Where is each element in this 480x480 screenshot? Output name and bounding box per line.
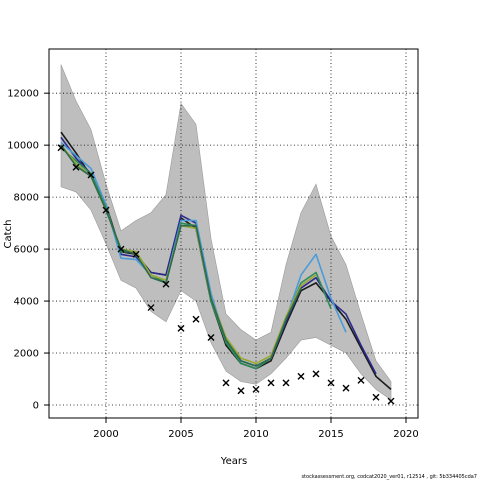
series-lines	[60, 131, 392, 391]
y-axis: 0 2000 4000 6000 8000 10000 12000	[7, 89, 49, 412]
x-axis: 2000 2005 2010 2015 2020	[93, 418, 419, 440]
plot-frame	[48, 48, 419, 419]
y-tick-label-0: 0	[33, 401, 39, 412]
x-tick-label-4: 2020	[393, 429, 418, 440]
observed-point-7	[162, 280, 170, 288]
observed-stroke-b	[177, 324, 185, 332]
observed-point-3	[102, 206, 110, 214]
x-tick-label-2: 2010	[243, 429, 268, 440]
observed-stroke-b	[162, 280, 170, 288]
y-tick-label-1: 2000	[14, 349, 39, 360]
observed-stroke-b	[297, 372, 305, 380]
observed-point-18	[327, 379, 335, 387]
x-tick-label-1: 2005	[168, 429, 193, 440]
observed-stroke-b	[387, 397, 395, 405]
observed-point-20	[357, 376, 365, 384]
observed-stroke-b	[312, 370, 320, 378]
observed-point-9	[192, 315, 200, 323]
observed-stroke-b	[207, 333, 215, 341]
observed-point-8	[177, 324, 185, 332]
observed-point-11	[222, 379, 230, 387]
footer-text: stockassessment.org, codcat2020_ver01, r…	[301, 474, 477, 480]
observed-stroke-b	[117, 245, 125, 253]
observed-point-5	[132, 250, 140, 258]
observed-point-19	[342, 384, 350, 392]
y-tick-label-6: 12000	[7, 89, 39, 100]
y-tick-label-3: 6000	[14, 245, 39, 256]
observed-point-4	[117, 245, 125, 253]
observed-point-22	[387, 397, 395, 405]
observed-stroke-b	[372, 393, 380, 401]
observed-stroke-b	[267, 379, 275, 387]
x-tick-label-0: 2000	[93, 429, 118, 440]
observed-point-13	[252, 385, 260, 393]
observed-point-0	[57, 144, 65, 152]
series-line-5	[60, 144, 302, 367]
y-tick-label-4: 8000	[14, 193, 39, 204]
observed-stroke-b	[327, 379, 335, 387]
observed-point-14	[267, 379, 275, 387]
observed-stroke-b	[192, 315, 200, 323]
observed-stroke-b	[252, 385, 260, 393]
observed-stroke-b	[357, 376, 365, 384]
y-tick-label-2: 4000	[14, 297, 39, 308]
observed-point-17	[312, 370, 320, 378]
observed-point-16	[297, 372, 305, 380]
observed-point-21	[372, 393, 380, 401]
observed-point-15	[282, 379, 290, 387]
observed-stroke-b	[72, 163, 80, 171]
observed-stroke-b	[102, 206, 110, 214]
observed-points	[57, 144, 395, 405]
band-polygon	[60, 64, 392, 401]
observed-stroke-b	[57, 144, 65, 152]
observed-stroke-b	[342, 384, 350, 392]
x-axis-label: Years	[220, 456, 247, 467]
x-tick-label-3: 2015	[318, 429, 343, 440]
observed-stroke-b	[132, 250, 140, 258]
observed-point-2	[87, 171, 95, 179]
observed-stroke-b	[222, 379, 230, 387]
observed-point-10	[207, 333, 215, 341]
observed-stroke-b	[237, 387, 245, 395]
confidence-band	[60, 64, 392, 401]
observed-stroke-b	[147, 304, 155, 312]
y-axis-label: Catch	[3, 220, 14, 249]
observed-point-12	[237, 387, 245, 395]
observed-point-1	[72, 163, 80, 171]
observed-point-6	[147, 304, 155, 312]
observed-stroke-b	[282, 379, 290, 387]
observed-stroke-b	[87, 171, 95, 179]
y-tick-label-5: 10000	[7, 141, 39, 152]
